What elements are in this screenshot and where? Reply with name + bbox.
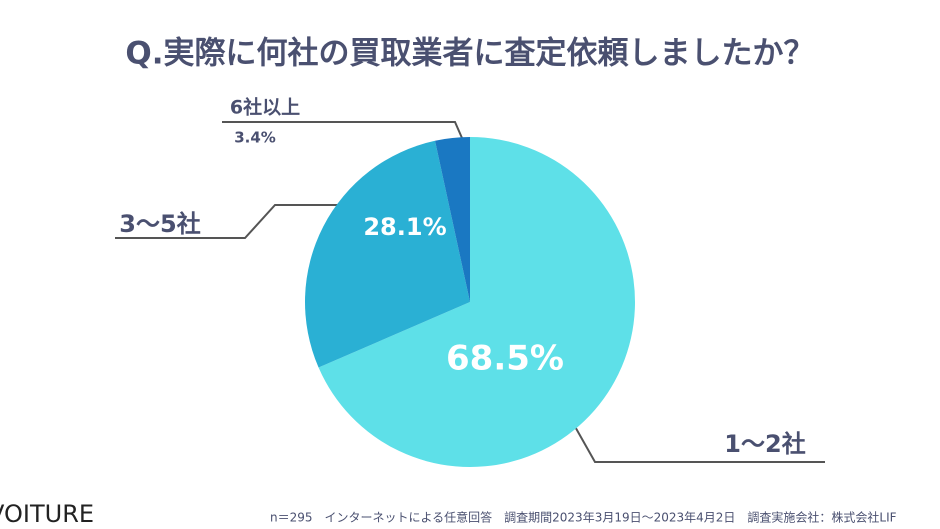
pie-slice	[305, 140, 470, 368]
pie-slice	[435, 137, 470, 302]
value-label: 68.5%	[446, 339, 564, 379]
category-label: 1〜2社	[724, 430, 805, 458]
logo: VOITURE	[0, 500, 94, 528]
value-label: 3.4%	[234, 129, 276, 147]
leader-line	[115, 204, 355, 239]
leader-line	[222, 121, 463, 139]
category-label: 3〜5社	[119, 210, 200, 238]
category-label: 6社以上	[230, 96, 300, 119]
chart-title: Q.実際に何社の買取業者に査定依頼しましたか？	[125, 36, 814, 72]
footnote: n＝295 インターネットによる任意回答 調査期間2023年3月19日〜2023…	[270, 510, 897, 525]
value-label: 28.1%	[363, 213, 446, 241]
pie-slice	[318, 137, 635, 467]
